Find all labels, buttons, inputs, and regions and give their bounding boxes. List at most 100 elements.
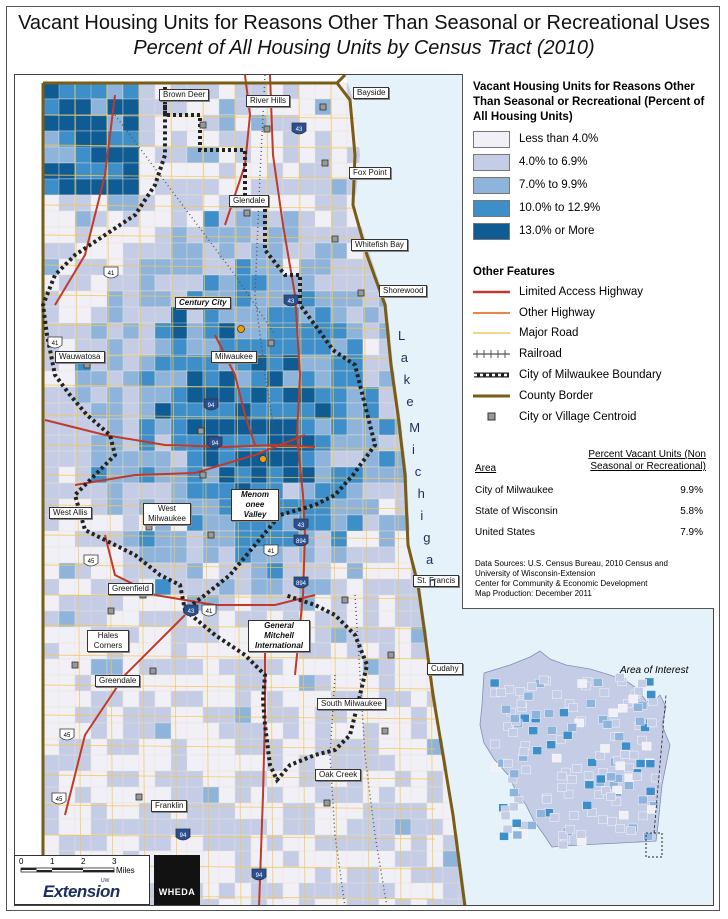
- lake-label-letter: h: [417, 486, 427, 501]
- census-tract: [74, 674, 92, 692]
- wisconsin-tract: [593, 678, 603, 687]
- wisconsin-tract: [518, 747, 529, 757]
- limited-access-highway: [104, 534, 316, 606]
- census-tract: [42, 690, 60, 708]
- major-road: [42, 654, 436, 660]
- highway-shield-number: 41: [206, 609, 213, 615]
- wisconsin-tract: [607, 816, 617, 826]
- railroad: [354, 594, 388, 905]
- census-tract: [154, 562, 172, 580]
- census-tract: [218, 786, 236, 804]
- county-border-line-icon: [473, 394, 510, 398]
- census-tract: [58, 610, 76, 628]
- wisconsin-tract: [501, 704, 511, 714]
- highway-shield-number: 43: [188, 609, 195, 615]
- wisconsin-tract: [608, 708, 618, 717]
- census-tract: [298, 706, 316, 724]
- census-tract: [138, 146, 156, 164]
- census-tract: [122, 274, 140, 292]
- census-tract: [282, 722, 300, 740]
- census-tract: [202, 786, 220, 804]
- wisconsin-tract: [511, 819, 522, 828]
- census-tract: [90, 82, 108, 100]
- census-tract: [314, 82, 332, 100]
- census-tract: [170, 674, 188, 692]
- census-tract: [346, 850, 364, 868]
- census-tract: [298, 674, 316, 692]
- census-tract: [362, 594, 380, 612]
- wisconsin-tract: [503, 759, 513, 768]
- legend-panel: Vacant Housing Units for Reasons Other T…: [462, 74, 714, 609]
- census-tract: [170, 546, 188, 564]
- census-tract: [266, 578, 284, 596]
- label-river-hills: River Hills: [246, 95, 290, 107]
- census-tract: [138, 226, 156, 244]
- census-tract: [330, 722, 348, 740]
- census-tract: [330, 210, 348, 228]
- census-tract: [42, 818, 60, 836]
- major-road: [42, 714, 436, 720]
- census-tract: [106, 178, 124, 196]
- major-road: [138, 82, 146, 905]
- census-tract: [106, 818, 124, 836]
- census-tract: [58, 546, 76, 564]
- legend-centroid: City or Village Centroid: [473, 409, 636, 425]
- centroid-marker: [243, 209, 251, 217]
- census-tract: [282, 338, 300, 356]
- census-tract: [314, 258, 332, 276]
- census-tract: [346, 322, 364, 340]
- census-tract: [346, 610, 364, 628]
- census-tract: [138, 818, 156, 836]
- census-tract: [250, 306, 268, 324]
- census-tract: [298, 98, 316, 116]
- highway-shield: 43: [183, 604, 199, 617]
- census-tract: [282, 482, 300, 500]
- major-road: [170, 82, 178, 905]
- census-tract: [410, 738, 428, 756]
- census-tract: [122, 770, 140, 788]
- highway-shield-number: 45: [56, 797, 63, 803]
- wisconsin-tract: [601, 786, 611, 795]
- wisconsin-tract: [500, 811, 511, 821]
- census-tract: [186, 98, 204, 116]
- swatch-class-3: [473, 176, 510, 194]
- highway-shield-number: 43: [298, 523, 305, 529]
- census-tract: [122, 146, 140, 164]
- census-tract: [282, 242, 300, 260]
- wisconsin-tract: [557, 783, 567, 792]
- wisconsin-tract: [635, 759, 646, 768]
- census-tract: [330, 322, 348, 340]
- census-tract: [298, 562, 316, 580]
- census-tract: [154, 258, 172, 276]
- centroid-marker: [319, 103, 327, 111]
- census-tract: [282, 898, 300, 905]
- census-tract: [362, 498, 380, 516]
- census-tract: [58, 690, 76, 708]
- wisconsin-tract: [572, 764, 582, 773]
- census-tract: [426, 834, 444, 852]
- census-tract: [74, 162, 92, 180]
- lake-label-letter: e: [406, 394, 416, 409]
- census-tract: [410, 802, 428, 820]
- major-road: [106, 82, 114, 905]
- wisconsin-tract: [640, 723, 650, 732]
- census-tract: [346, 402, 364, 420]
- major-road: [202, 82, 210, 905]
- wisconsin-tract: [606, 792, 616, 801]
- census-tract: [42, 594, 60, 612]
- census-tract: [234, 674, 252, 692]
- wisconsin-tract: [602, 720, 613, 729]
- census-tract: [90, 290, 108, 308]
- highway-shield: 43: [293, 518, 309, 531]
- census-tract: [90, 178, 108, 196]
- census-tract: [90, 242, 108, 260]
- railroad: [254, 75, 276, 436]
- census-tract: [330, 114, 348, 132]
- uw-extension-logo: Extension: [43, 882, 120, 901]
- census-tract: [58, 98, 76, 116]
- census-tract: [122, 258, 140, 276]
- census-tract: [266, 690, 284, 708]
- census-tract: [378, 882, 396, 900]
- census-tract: [170, 482, 188, 500]
- highway-shield: 894: [293, 576, 309, 589]
